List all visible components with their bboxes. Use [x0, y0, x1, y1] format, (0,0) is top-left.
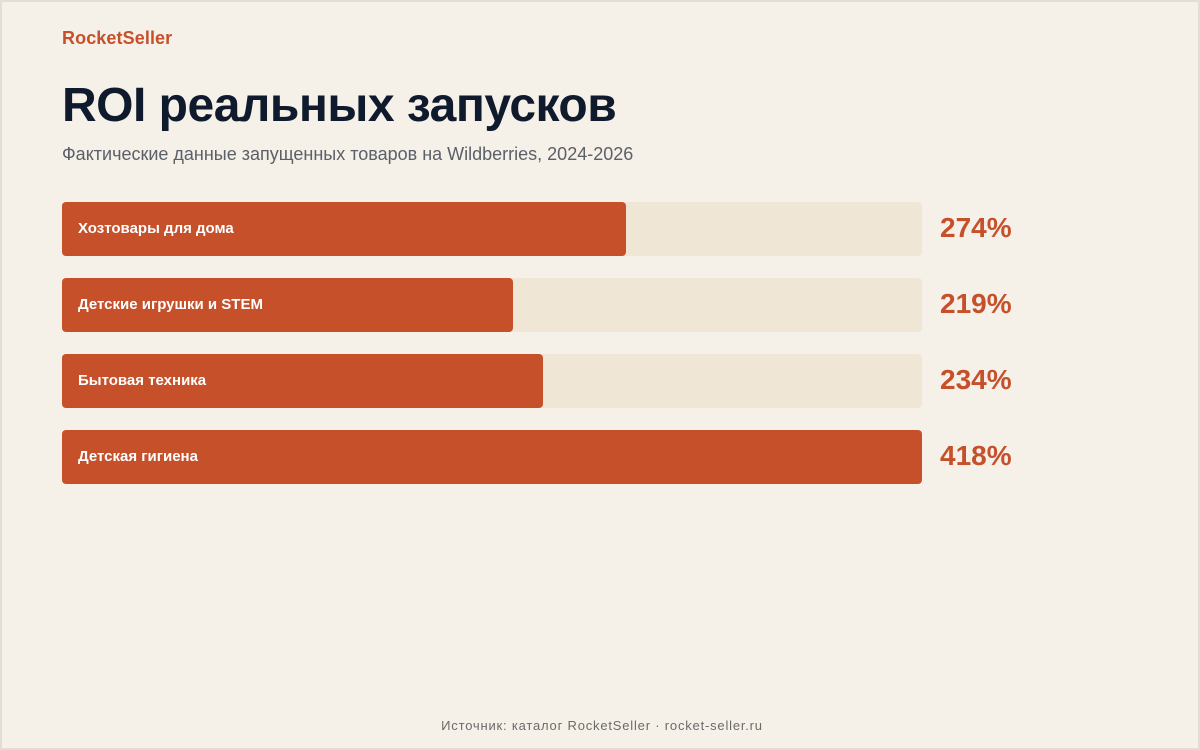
- chart-subtitle: Фактические данные запущенных товаров на…: [62, 144, 634, 164]
- bar: [62, 278, 513, 332]
- bar-value-label: 219%: [940, 288, 1012, 319]
- bar-category-label: Детские игрушки и STEM: [78, 296, 263, 313]
- bar-row: Детские игрушки и STEM 219%: [62, 278, 1062, 332]
- chart-title: ROI реальных запусков: [62, 79, 617, 132]
- bar: [62, 354, 543, 408]
- bar-row: Бытовая техника 234%: [62, 354, 1062, 408]
- bar-value-label: 234%: [940, 364, 1012, 395]
- source-footer: Источник: каталог RocketSeller · rocket-…: [441, 718, 763, 733]
- bar-value-label: 274%: [940, 212, 1012, 243]
- bar: [62, 202, 626, 256]
- bar-row: Детская гигиена 418%: [62, 430, 1062, 484]
- bar-category-label: Бытовая техника: [78, 372, 207, 389]
- bar: [62, 430, 922, 484]
- bar-row: Хозтовары для дома 274%: [62, 202, 1062, 256]
- brand-logo: RocketSeller: [62, 28, 173, 48]
- bar-chart: Хозтовары для дома 274% Детские игрушки и …: [62, 202, 1062, 506]
- bar-category-label: Хозтовары для дома: [78, 220, 234, 237]
- bar-value-label: 418%: [940, 440, 1012, 471]
- bar-category-label: Детская гигиена: [78, 448, 198, 465]
